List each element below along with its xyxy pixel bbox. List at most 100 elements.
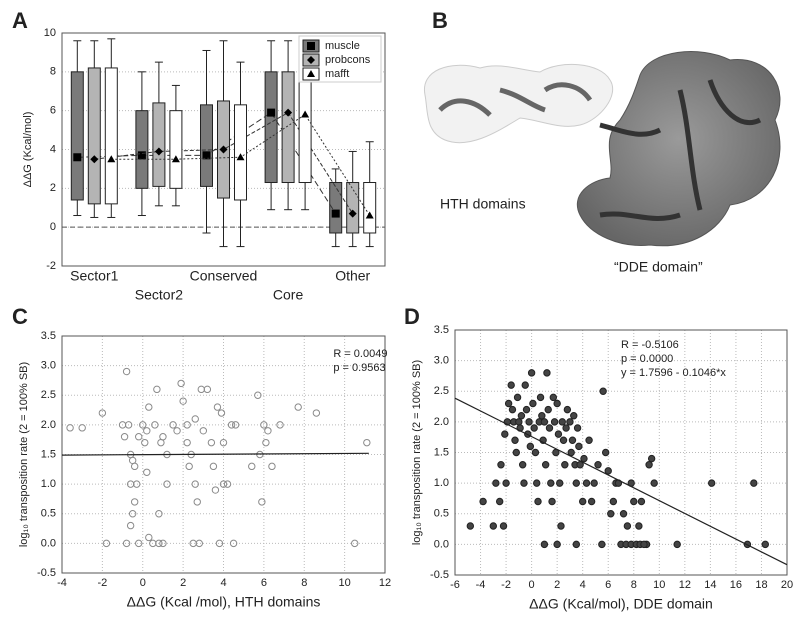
point bbox=[153, 385, 161, 394]
point bbox=[550, 418, 559, 426]
point bbox=[553, 399, 561, 408]
point bbox=[543, 369, 551, 377]
annotation: HTH domains bbox=[440, 196, 526, 212]
point bbox=[567, 448, 575, 457]
x-tick-label: Other bbox=[335, 268, 370, 284]
point bbox=[130, 498, 139, 506]
point bbox=[128, 510, 137, 518]
point bbox=[637, 497, 646, 506]
point bbox=[173, 427, 181, 435]
point bbox=[294, 403, 302, 411]
panel-letter: D bbox=[404, 304, 420, 329]
mean-marker bbox=[73, 153, 82, 162]
x-axis-label: ΔΔG (Kcal /mol), HTH domains bbox=[127, 594, 321, 610]
point bbox=[590, 479, 598, 487]
point bbox=[650, 479, 658, 487]
x-tick-label: 8 bbox=[301, 577, 307, 589]
point bbox=[193, 498, 201, 506]
x-tick-label: 2 bbox=[180, 577, 186, 589]
point bbox=[585, 436, 593, 444]
point bbox=[227, 421, 236, 429]
point bbox=[545, 424, 554, 432]
y-tick-label: 8 bbox=[50, 66, 56, 78]
point bbox=[573, 424, 582, 432]
annotation: “DDE domain” bbox=[614, 259, 703, 275]
mean-marker bbox=[90, 155, 99, 164]
box bbox=[87, 67, 101, 205]
point bbox=[66, 424, 74, 432]
point bbox=[601, 448, 610, 457]
point bbox=[130, 462, 139, 471]
hth-ribbon bbox=[438, 82, 593, 117]
y-tick-label: 0.0 bbox=[434, 538, 449, 550]
y-tick-label: 0 bbox=[50, 221, 56, 233]
point bbox=[197, 385, 205, 394]
point bbox=[645, 461, 653, 469]
y-tick-label: 3.0 bbox=[434, 355, 449, 367]
plot-frame bbox=[454, 329, 788, 576]
point bbox=[248, 462, 256, 471]
point bbox=[707, 479, 716, 487]
point bbox=[572, 540, 581, 549]
annotation: R = -0.5106 bbox=[621, 339, 679, 351]
dde-surface bbox=[576, 51, 781, 247]
mean-marker bbox=[267, 108, 276, 117]
point bbox=[640, 540, 648, 549]
point bbox=[143, 468, 151, 476]
point bbox=[98, 409, 107, 417]
point bbox=[526, 442, 535, 451]
point bbox=[607, 510, 615, 518]
point bbox=[635, 522, 643, 530]
mean-marker bbox=[284, 108, 293, 117]
box bbox=[281, 71, 295, 184]
point bbox=[513, 393, 522, 402]
point bbox=[623, 522, 632, 530]
mean-marker bbox=[171, 155, 180, 163]
x-tick-label: Conserved bbox=[190, 268, 258, 284]
box bbox=[363, 182, 377, 234]
box bbox=[298, 71, 312, 184]
box bbox=[152, 102, 166, 187]
point bbox=[185, 462, 193, 471]
annotation: p = 0.0000 bbox=[621, 353, 673, 365]
dde-ribbon bbox=[599, 79, 762, 221]
point bbox=[549, 393, 558, 402]
point bbox=[262, 438, 270, 447]
point bbox=[492, 479, 500, 487]
box bbox=[264, 71, 278, 184]
point bbox=[155, 510, 163, 518]
point bbox=[554, 430, 563, 438]
point bbox=[183, 438, 191, 447]
point bbox=[582, 479, 591, 487]
point bbox=[594, 461, 602, 469]
x-tick-label: Sector1 bbox=[70, 268, 118, 284]
box bbox=[234, 104, 247, 201]
point bbox=[517, 412, 526, 420]
y-tick-label: 0.5 bbox=[434, 508, 449, 520]
mean-marker bbox=[219, 145, 228, 154]
legend-marker bbox=[307, 42, 315, 50]
point bbox=[276, 421, 284, 429]
legend-label: muscle bbox=[325, 40, 360, 52]
structure-image bbox=[424, 51, 781, 247]
box bbox=[346, 182, 360, 234]
point bbox=[120, 433, 129, 441]
x-tick-label: Sector2 bbox=[135, 287, 183, 303]
x-tick-label: 20 bbox=[781, 579, 793, 591]
point bbox=[647, 454, 656, 463]
point bbox=[497, 461, 505, 469]
y-tick-label: 1.0 bbox=[434, 477, 449, 489]
point bbox=[540, 418, 549, 426]
point bbox=[558, 418, 566, 426]
x-tick-label: 18 bbox=[755, 579, 767, 591]
point bbox=[191, 480, 199, 488]
point bbox=[132, 480, 141, 488]
point bbox=[223, 480, 232, 488]
point bbox=[203, 385, 212, 394]
point bbox=[562, 424, 570, 432]
point bbox=[512, 448, 520, 457]
point bbox=[264, 427, 272, 435]
y-tick-label: 0.5 bbox=[41, 508, 56, 520]
